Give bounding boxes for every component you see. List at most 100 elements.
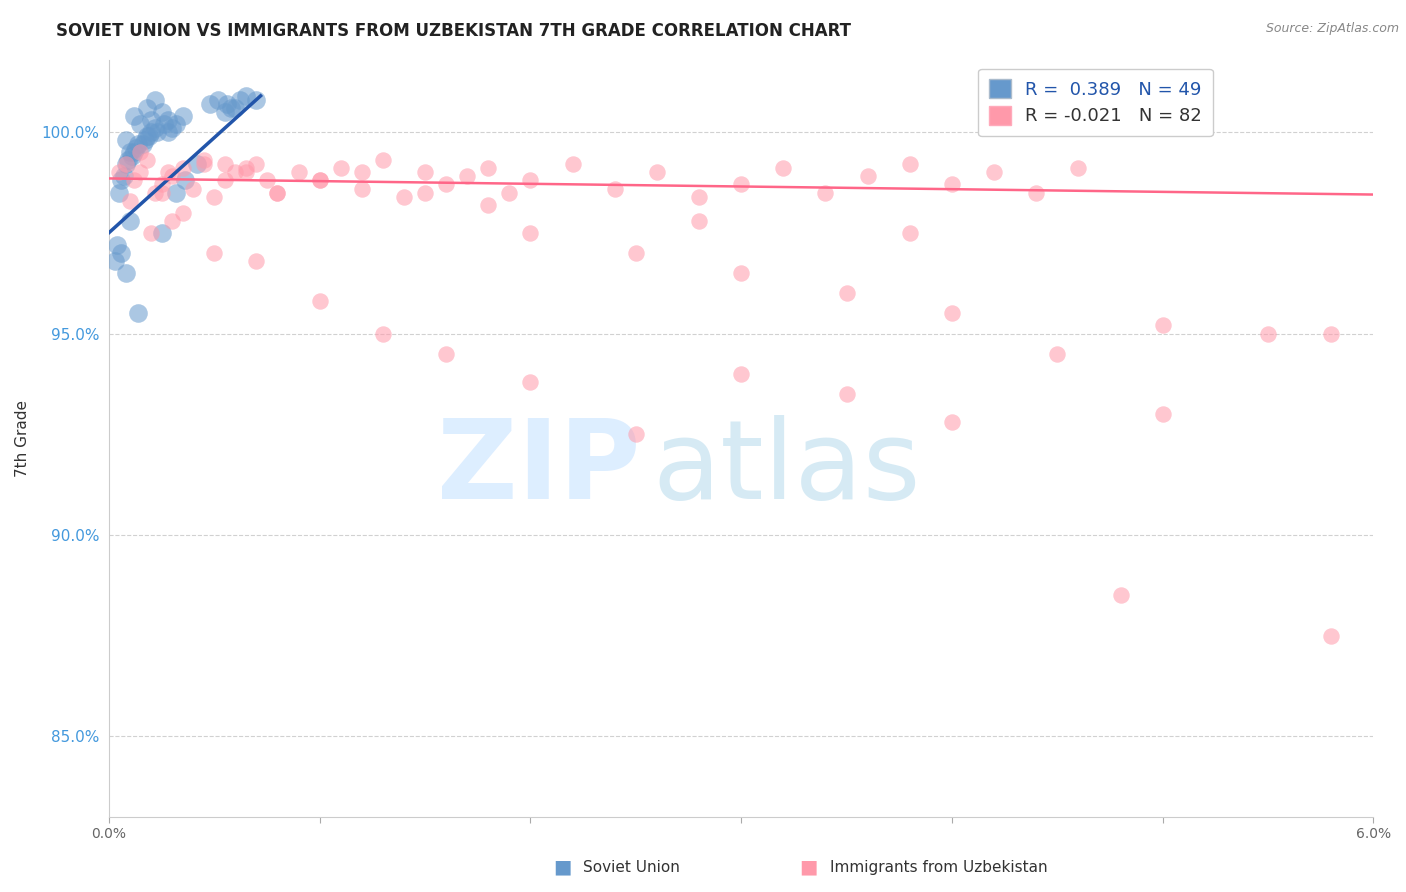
Point (131, 137, 153, 152)
Point (114, 157, 136, 171)
Point (156, 113, 179, 128)
Point (202, 246, 225, 260)
Point (266, 186, 288, 200)
Point (1257, 326, 1279, 341)
Point (1320, 326, 1343, 341)
Point (519, 173, 541, 187)
Point (127, 137, 149, 152)
Point (160, 169, 183, 184)
Point (413, 165, 436, 179)
Point (688, 213, 710, 227)
Point (122, 145, 145, 160)
Point (371, 153, 394, 168)
Point (1025, 186, 1047, 200)
Point (114, 133, 136, 147)
Point (112, 169, 135, 184)
Point (245, 157, 267, 171)
Point (856, 169, 879, 184)
Point (214, 105, 236, 120)
Legend: R =  0.389   N = 49, R = -0.021   N = 82: R = 0.389 N = 49, R = -0.021 N = 82 (979, 69, 1212, 136)
Point (202, 189, 225, 203)
Point (214, 157, 236, 171)
Point (172, 205, 194, 219)
Text: SOVIET UNION VS IMMIGRANTS FROM UZBEKISTAN 7TH GRADE CORRELATION CHART: SOVIET UNION VS IMMIGRANTS FROM UZBEKIST… (56, 22, 851, 40)
Point (983, 165, 1005, 179)
Point (308, 173, 330, 187)
Point (235, 161, 257, 176)
Point (173, 173, 195, 187)
Point (224, 165, 246, 179)
Point (392, 189, 415, 203)
Point (129, 117, 152, 131)
Point (561, 157, 583, 171)
Point (456, 169, 478, 184)
Point (122, 173, 145, 187)
Point (266, 186, 288, 200)
Point (688, 189, 710, 203)
Point (235, 165, 257, 179)
Point (134, 133, 156, 147)
Point (645, 165, 668, 179)
Point (135, 153, 157, 168)
Point (434, 178, 457, 192)
Point (129, 145, 152, 160)
Point (941, 415, 963, 429)
Point (624, 427, 647, 442)
Point (224, 101, 246, 115)
Point (193, 153, 215, 168)
Point (413, 186, 436, 200)
Point (127, 306, 149, 320)
Point (519, 226, 541, 240)
Point (256, 173, 278, 187)
Point (150, 186, 173, 200)
Point (181, 181, 204, 195)
Point (186, 157, 208, 171)
Point (110, 173, 132, 187)
Point (139, 113, 162, 128)
Point (477, 161, 499, 176)
Text: ■: ■ (553, 857, 572, 876)
Point (477, 197, 499, 211)
Point (624, 246, 647, 260)
Point (603, 181, 626, 195)
Point (122, 109, 145, 123)
Text: ZIP: ZIP (437, 415, 640, 522)
Point (214, 173, 236, 187)
Point (138, 129, 160, 144)
Point (1109, 588, 1132, 602)
Point (228, 93, 250, 107)
Point (150, 105, 173, 120)
Point (114, 266, 136, 280)
Point (118, 194, 141, 208)
Point (308, 173, 330, 187)
Point (235, 88, 257, 103)
Text: ■: ■ (799, 857, 818, 876)
Point (108, 186, 131, 200)
Point (135, 129, 157, 144)
Point (172, 161, 194, 176)
Point (308, 294, 330, 309)
Point (772, 161, 794, 176)
Point (139, 226, 162, 240)
Point (156, 125, 179, 139)
Point (108, 165, 131, 179)
Point (121, 149, 143, 163)
Point (150, 226, 173, 240)
Point (139, 125, 162, 139)
Point (898, 226, 921, 240)
Point (117, 153, 139, 168)
Point (1320, 629, 1343, 643)
Point (129, 165, 152, 179)
Point (519, 375, 541, 389)
Point (135, 101, 157, 115)
Point (110, 246, 132, 260)
Point (1046, 346, 1069, 360)
Text: Immigrants from Uzbekistan: Immigrants from Uzbekistan (830, 861, 1047, 875)
Point (143, 93, 166, 107)
Point (172, 109, 194, 123)
Point (329, 161, 352, 176)
Point (371, 326, 394, 341)
Point (118, 213, 141, 227)
Point (198, 96, 221, 111)
Point (350, 181, 373, 195)
